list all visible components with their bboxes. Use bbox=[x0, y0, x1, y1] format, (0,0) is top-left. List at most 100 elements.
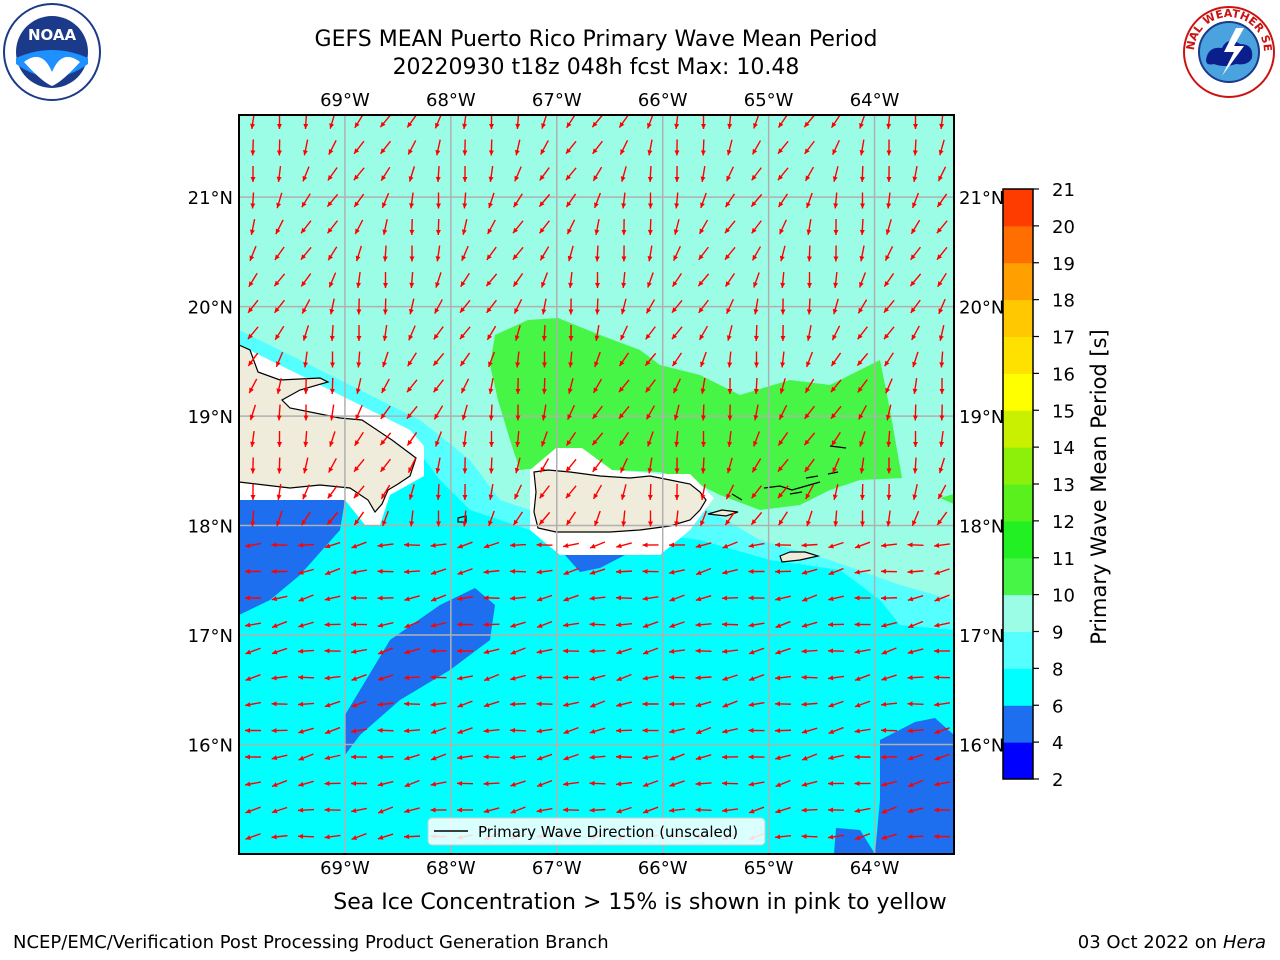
period-4-6-region-central bbox=[345, 588, 495, 755]
latitude-labels: 16°N 16°N 17°N 17°N 18°N 18°N 19°N 19°N 20°N 20°N… bbox=[188, 188, 1005, 756]
wave-arrow bbox=[933, 833, 951, 839]
wave-arrow bbox=[804, 166, 815, 182]
wave-arrow bbox=[510, 621, 526, 628]
wave-arrow bbox=[515, 351, 521, 368]
wave-arrow bbox=[753, 298, 759, 315]
wave-arrow bbox=[483, 648, 500, 655]
wave-arrow bbox=[934, 568, 950, 575]
wave-arrow bbox=[594, 324, 600, 342]
colorbar-tick-label: 10 bbox=[1052, 586, 1075, 607]
wave-arrow bbox=[457, 675, 473, 681]
wave-arrow bbox=[513, 193, 523, 208]
wave-arrow bbox=[536, 594, 553, 602]
wave-arrow bbox=[668, 674, 686, 680]
wave-arrow bbox=[456, 648, 474, 654]
wave-arrow bbox=[297, 833, 315, 839]
colorbar-tick-label: 11 bbox=[1052, 549, 1075, 570]
wave-arrow bbox=[616, 542, 632, 549]
wave-arrow bbox=[620, 298, 627, 315]
wave-arrow bbox=[538, 193, 551, 208]
lon-label-bottom: 65°W bbox=[744, 858, 794, 879]
wave-arrow bbox=[324, 648, 341, 654]
wave-arrow bbox=[509, 754, 527, 760]
wave-arrow bbox=[669, 594, 685, 602]
wave-arrow bbox=[859, 483, 865, 501]
colorbar-tick-label: 8 bbox=[1052, 659, 1063, 680]
wave-arrow bbox=[803, 115, 816, 128]
lat-label-right: 21°N bbox=[959, 188, 1004, 209]
wave-arrow bbox=[509, 568, 527, 574]
wave-arrow bbox=[854, 569, 871, 575]
wave-arrow bbox=[563, 567, 579, 576]
wave-arrow bbox=[461, 219, 468, 235]
wave-arrow bbox=[329, 377, 335, 395]
wave-arrow bbox=[487, 351, 496, 368]
wave-arrow bbox=[302, 484, 310, 500]
wave-arrow bbox=[647, 483, 653, 501]
wave-arrow bbox=[695, 675, 712, 681]
wave-arrow bbox=[456, 807, 474, 813]
wave-arrow bbox=[303, 430, 309, 448]
colorbar-tick-label: 18 bbox=[1052, 291, 1075, 312]
wave-arrow bbox=[276, 404, 282, 421]
wave-arrow bbox=[724, 246, 736, 261]
wave-arrow bbox=[936, 220, 948, 234]
wave-arrow bbox=[566, 115, 576, 129]
colorbar-tick-label: 14 bbox=[1052, 438, 1075, 459]
wave-arrow bbox=[801, 621, 818, 628]
wave-arrow bbox=[883, 326, 895, 340]
wave-arrow bbox=[483, 781, 500, 787]
wave-arrow bbox=[592, 484, 603, 500]
wave-arrow bbox=[483, 673, 500, 682]
wave-arrow bbox=[830, 405, 842, 420]
wave-arrow bbox=[933, 807, 951, 813]
wave-arrow bbox=[483, 807, 500, 814]
wave-arrow bbox=[645, 299, 656, 314]
wave-arrow bbox=[462, 510, 468, 527]
wave-arrow bbox=[616, 673, 632, 682]
wave-arrow bbox=[541, 377, 547, 395]
wave-arrow bbox=[937, 166, 947, 182]
wave-arrow bbox=[801, 648, 818, 654]
wave-arrow bbox=[594, 351, 601, 368]
wave-arrow bbox=[859, 165, 865, 183]
wave-arrow bbox=[642, 542, 659, 548]
wave-arrow bbox=[488, 192, 495, 209]
wave-arrow bbox=[483, 622, 500, 628]
colorbar-tick-label: 19 bbox=[1052, 254, 1075, 275]
wave-arrow bbox=[674, 430, 680, 448]
wave-arrow bbox=[302, 457, 309, 474]
wave-arrow bbox=[700, 192, 707, 209]
wave-arrow bbox=[324, 807, 341, 813]
land-st-croix bbox=[780, 552, 818, 562]
wave-arrow bbox=[700, 165, 706, 183]
wave-arrow bbox=[806, 192, 813, 209]
wave-arrow bbox=[540, 272, 549, 288]
wave-arrow bbox=[938, 325, 945, 341]
wave-arrow bbox=[354, 115, 364, 129]
wave-arrow bbox=[884, 352, 894, 367]
wave-arrow bbox=[642, 806, 659, 814]
wave-arrow bbox=[594, 298, 600, 315]
wave-arrow bbox=[674, 457, 680, 474]
wave-arrow bbox=[430, 727, 447, 734]
wave-arrow bbox=[801, 807, 818, 813]
wave-arrow bbox=[275, 219, 284, 235]
colorbar-tick-label: 6 bbox=[1052, 696, 1063, 717]
wave-arrow bbox=[854, 674, 871, 681]
wave-arrow bbox=[592, 140, 603, 155]
wave-arrow bbox=[827, 675, 845, 681]
wave-arrow bbox=[377, 701, 394, 707]
wave-arrow bbox=[276, 430, 282, 448]
wave-arrow bbox=[912, 166, 918, 182]
wave-arrow bbox=[775, 620, 791, 629]
colorbar-tick-label: 2 bbox=[1052, 770, 1063, 791]
lon-label-bottom: 64°W bbox=[850, 858, 900, 879]
wave-arrow bbox=[589, 648, 606, 654]
wave-arrow bbox=[647, 192, 653, 209]
wave-arrow bbox=[726, 139, 733, 156]
wave-arrow bbox=[674, 483, 680, 501]
wave-arrow bbox=[775, 754, 791, 761]
wave-arrow bbox=[565, 193, 577, 208]
wave-arrow bbox=[245, 701, 261, 707]
